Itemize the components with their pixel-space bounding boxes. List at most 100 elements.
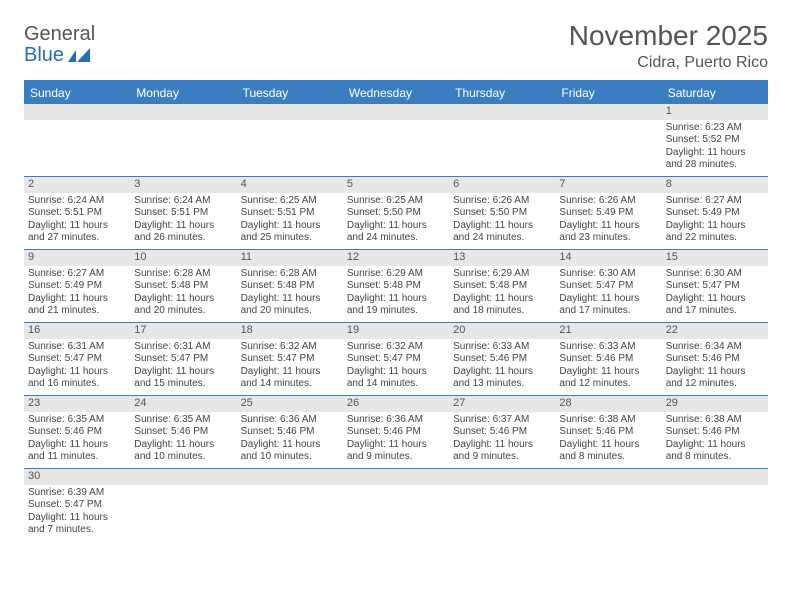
sunrise: Sunrise: 6:39 AM <box>28 487 126 500</box>
daylight: Daylight: 11 hours and 21 minutes. <box>28 293 126 318</box>
sunrise: Sunrise: 6:38 AM <box>666 414 764 427</box>
day-cell-2: 2Sunrise: 6:24 AMSunset: 5:51 PMDaylight… <box>24 177 130 249</box>
daylight: Daylight: 11 hours and 22 minutes. <box>666 220 764 245</box>
header: General Blue November 2025 Cidra, Puerto… <box>24 20 768 72</box>
sunrise: Sunrise: 6:33 AM <box>559 341 657 354</box>
day-number <box>555 104 661 120</box>
sunset: Sunset: 5:51 PM <box>134 207 232 220</box>
sun-info: Sunrise: 6:31 AMSunset: 5:47 PMDaylight:… <box>134 341 232 391</box>
day-cell-9: 9 Sunrise: 6:27 AMSunset: 5:49 PMDaylight… <box>24 250 130 322</box>
week-row: 23Sunrise: 6:35 AMSunset: 5:46 PMDayligh… <box>24 396 768 469</box>
sunset: Sunset: 5:48 PM <box>134 280 232 293</box>
sunrise: Sunrise: 6:29 AM <box>347 268 445 281</box>
sunset: Sunset: 5:47 PM <box>666 280 764 293</box>
sun-info: Sunrise: 6:38 AMSunset: 5:46 PMDaylight:… <box>666 414 764 464</box>
day-cell-10: 10Sunrise: 6:28 AMSunset: 5:48 PMDayligh… <box>130 250 236 322</box>
day-cell-17: 17Sunrise: 6:31 AMSunset: 5:47 PMDayligh… <box>130 323 236 395</box>
daylight: Daylight: 11 hours and 20 minutes. <box>241 293 339 318</box>
weekday-header: SundayMondayTuesdayWednesdayThursdayFrid… <box>24 82 768 104</box>
empty-cell <box>343 104 449 176</box>
sunset: Sunset: 5:46 PM <box>559 353 657 366</box>
daylight: Daylight: 11 hours and 20 minutes. <box>134 293 232 318</box>
brand-name-2: Blue <box>24 44 64 67</box>
day-number: 21 <box>555 323 661 339</box>
sunset: Sunset: 5:46 PM <box>28 426 126 439</box>
sunset: Sunset: 5:47 PM <box>28 353 126 366</box>
sunset: Sunset: 5:47 PM <box>559 280 657 293</box>
sunrise: Sunrise: 6:31 AM <box>28 341 126 354</box>
day-cell-20: 20Sunrise: 6:33 AMSunset: 5:46 PMDayligh… <box>449 323 555 395</box>
sunset: Sunset: 5:51 PM <box>28 207 126 220</box>
sunrise: Sunrise: 6:30 AM <box>559 268 657 281</box>
weekday-saturday: Saturday <box>662 82 768 104</box>
sunset: Sunset: 5:47 PM <box>347 353 445 366</box>
sun-info: Sunrise: 6:30 AMSunset: 5:47 PMDaylight:… <box>559 268 657 318</box>
sun-info: Sunrise: 6:29 AMSunset: 5:48 PMDaylight:… <box>347 268 445 318</box>
sunset: Sunset: 5:52 PM <box>666 134 764 147</box>
weekday-monday: Monday <box>130 82 236 104</box>
day-number: 29 <box>662 396 768 412</box>
daylight: Daylight: 11 hours and 15 minutes. <box>134 366 232 391</box>
sun-info: Sunrise: 6:37 AMSunset: 5:46 PMDaylight:… <box>453 414 551 464</box>
sun-info: Sunrise: 6:38 AMSunset: 5:46 PMDaylight:… <box>559 414 657 464</box>
month-title: November 2025 <box>569 20 768 52</box>
daylight: Daylight: 11 hours and 10 minutes. <box>241 439 339 464</box>
sunrise: Sunrise: 6:36 AM <box>347 414 445 427</box>
sunrise: Sunrise: 6:38 AM <box>559 414 657 427</box>
day-cell-28: 28Sunrise: 6:38 AMSunset: 5:46 PMDayligh… <box>555 396 661 468</box>
week-row: 30Sunrise: 6:39 AMSunset: 5:47 PMDayligh… <box>24 469 768 541</box>
sun-info: Sunrise: 6:36 AMSunset: 5:46 PMDaylight:… <box>241 414 339 464</box>
sunrise: Sunrise: 6:29 AM <box>453 268 551 281</box>
sunset: Sunset: 5:46 PM <box>241 426 339 439</box>
day-cell-18: 18Sunrise: 6:32 AMSunset: 5:47 PMDayligh… <box>237 323 343 395</box>
daylight: Daylight: 11 hours and 13 minutes. <box>453 366 551 391</box>
day-number: 23 <box>24 396 130 412</box>
sun-info: Sunrise: 6:28 AMSunset: 5:48 PMDaylight:… <box>241 268 339 318</box>
weekday-friday: Friday <box>555 82 661 104</box>
sunrise: Sunrise: 6:23 AM <box>666 122 764 135</box>
day-number <box>237 469 343 485</box>
sun-info: Sunrise: 6:24 AMSunset: 5:51 PMDaylight:… <box>134 195 232 245</box>
sunrise: Sunrise: 6:31 AM <box>134 341 232 354</box>
sunrise: Sunrise: 6:27 AM <box>28 268 126 281</box>
day-number <box>343 469 449 485</box>
sunrise: Sunrise: 6:33 AM <box>453 341 551 354</box>
day-number <box>24 104 130 120</box>
day-number: 13 <box>449 250 555 266</box>
sun-info: Sunrise: 6:28 AMSunset: 5:48 PMDaylight:… <box>134 268 232 318</box>
day-number: 16 <box>24 323 130 339</box>
day-number: 2 <box>24 177 130 193</box>
day-number: 9 <box>24 250 130 266</box>
sunrise: Sunrise: 6:30 AM <box>666 268 764 281</box>
week-row: 16Sunrise: 6:31 AMSunset: 5:47 PMDayligh… <box>24 323 768 396</box>
day-cell-19: 19Sunrise: 6:32 AMSunset: 5:47 PMDayligh… <box>343 323 449 395</box>
calendar: SundayMondayTuesdayWednesdayThursdayFrid… <box>24 80 768 541</box>
sun-info: Sunrise: 6:25 AMSunset: 5:51 PMDaylight:… <box>241 195 339 245</box>
sunset: Sunset: 5:46 PM <box>559 426 657 439</box>
daylight: Daylight: 11 hours and 8 minutes. <box>559 439 657 464</box>
daylight: Daylight: 11 hours and 9 minutes. <box>453 439 551 464</box>
sun-info: Sunrise: 6:32 AMSunset: 5:47 PMDaylight:… <box>347 341 445 391</box>
empty-cell <box>343 469 449 541</box>
sunset: Sunset: 5:47 PM <box>134 353 232 366</box>
sun-info: Sunrise: 6:33 AMSunset: 5:46 PMDaylight:… <box>453 341 551 391</box>
daylight: Daylight: 11 hours and 24 minutes. <box>453 220 551 245</box>
sun-info: Sunrise: 6:33 AMSunset: 5:46 PMDaylight:… <box>559 341 657 391</box>
brand-logo: General Blue <box>24 20 95 67</box>
day-cell-27: 27Sunrise: 6:37 AMSunset: 5:46 PMDayligh… <box>449 396 555 468</box>
sun-info: Sunrise: 6:31 AMSunset: 5:47 PMDaylight:… <box>28 341 126 391</box>
day-cell-6: 6Sunrise: 6:26 AMSunset: 5:50 PMDaylight… <box>449 177 555 249</box>
daylight: Daylight: 11 hours and 12 minutes. <box>666 366 764 391</box>
day-cell-12: 12 Sunrise: 6:29 AMSunset: 5:48 PMDayligh… <box>343 250 449 322</box>
empty-cell <box>130 104 236 176</box>
sunrise: Sunrise: 6:34 AM <box>666 341 764 354</box>
sun-info: Sunrise: 6:26 AMSunset: 5:50 PMDaylight:… <box>453 195 551 245</box>
empty-cell <box>130 469 236 541</box>
daylight: Daylight: 11 hours and 26 minutes. <box>134 220 232 245</box>
sunset: Sunset: 5:49 PM <box>28 280 126 293</box>
daylight: Daylight: 11 hours and 17 minutes. <box>559 293 657 318</box>
sun-info: Sunrise: 6:35 AMSunset: 5:46 PMDaylight:… <box>134 414 232 464</box>
sunset: Sunset: 5:47 PM <box>28 499 126 512</box>
location: Cidra, Puerto Rico <box>569 54 768 72</box>
day-number: 12 <box>343 250 449 266</box>
